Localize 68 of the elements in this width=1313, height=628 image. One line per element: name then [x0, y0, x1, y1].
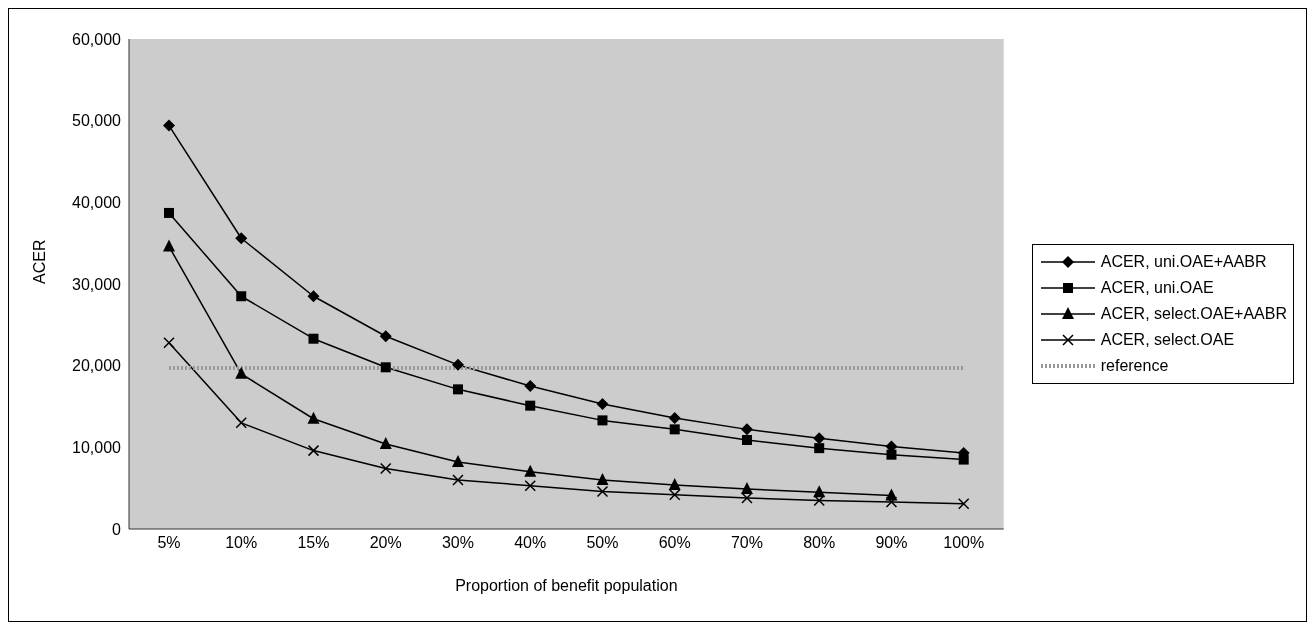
point: [308, 333, 319, 344]
x-tick-label: 100%: [943, 534, 985, 552]
x-tick-label: 50%: [586, 534, 619, 552]
y-tick-label: 40,000: [72, 194, 122, 212]
point: [452, 384, 463, 395]
legend-label: ACER, uni.OAE+AABR: [1100, 253, 1267, 271]
point: [163, 239, 175, 252]
point: [163, 119, 175, 132]
x-tick-label: 20%: [369, 534, 402, 552]
point: [307, 411, 320, 424]
x-tick-label: 30%: [441, 534, 474, 552]
x-tick-label: 5%: [157, 534, 181, 552]
point: [957, 497, 970, 510]
point: [740, 481, 753, 494]
y-tick-label: 60,000: [72, 30, 122, 48]
x-tick-label: 80%: [803, 534, 836, 552]
point: [307, 290, 320, 303]
point: [380, 362, 391, 373]
point: [163, 337, 175, 349]
y-tick-label: 10,000: [72, 439, 122, 457]
x-tick-label: 90%: [875, 534, 908, 552]
point: [235, 417, 247, 429]
point: [596, 485, 609, 498]
y-tick-label: 30,000: [72, 275, 122, 293]
legend-label: reference: [1100, 357, 1169, 375]
y-tick-label: 0: [112, 520, 122, 538]
point: [813, 432, 826, 445]
point: [740, 423, 753, 436]
point: [379, 437, 392, 450]
point: [668, 477, 681, 490]
x-tick-label: 70%: [730, 534, 763, 552]
x-tick-label: 10%: [225, 534, 258, 552]
point: [451, 455, 464, 468]
point: [814, 443, 825, 454]
point: [596, 473, 609, 485]
point: [525, 400, 536, 411]
point: [524, 464, 537, 477]
point: [669, 424, 680, 435]
point: [886, 449, 897, 460]
x-axis-title: Proportion of benefit population: [455, 577, 678, 594]
point: [596, 398, 609, 411]
point: [741, 434, 752, 445]
point: [164, 207, 174, 218]
x-tick-label: 15%: [297, 534, 330, 552]
point: [885, 496, 898, 508]
legend-label: ACER, select.OAE+AABR: [1100, 305, 1287, 323]
point: [452, 474, 464, 486]
point: [451, 358, 464, 371]
legend-label: ACER, uni.OAE: [1100, 279, 1214, 297]
y-tick-label: 50,000: [72, 112, 122, 130]
point: [741, 492, 753, 504]
point: [307, 444, 320, 457]
x-tick-label: 40%: [514, 534, 547, 552]
point: [236, 291, 247, 302]
point: [524, 479, 536, 492]
point: [235, 232, 248, 245]
point: [813, 494, 825, 507]
point: [524, 380, 537, 393]
x-tick-label: 60%: [658, 534, 691, 552]
point: [597, 415, 608, 426]
point: [379, 330, 392, 343]
legend-label: ACER, select.OAE: [1100, 331, 1235, 349]
y-tick-label: 20,000: [72, 357, 122, 375]
point: [235, 366, 248, 379]
point: [958, 454, 969, 465]
y-axis-title: ACER: [30, 239, 48, 284]
point: [668, 411, 681, 424]
point: [379, 462, 392, 475]
